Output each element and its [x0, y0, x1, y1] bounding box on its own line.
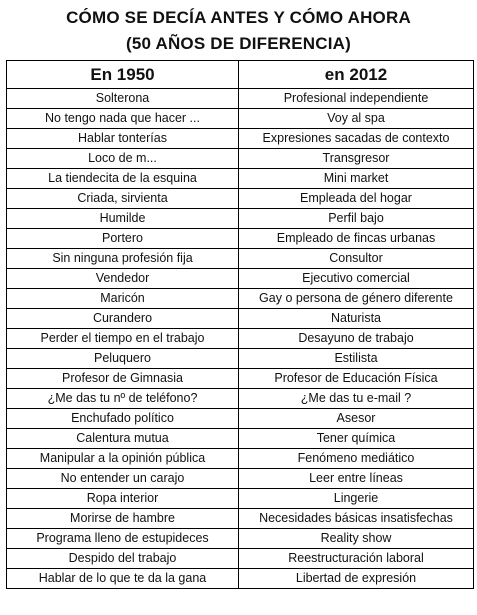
cell-1950: Criada, sirvienta: [6, 188, 239, 209]
column-header-1950: En 1950: [6, 60, 239, 89]
table-row: Vendedor Ejecutivo comercial: [6, 268, 474, 289]
cell-1950: Profesor de Gimnasia: [6, 368, 239, 389]
title-block: CÓMO SE DECÍA ANTES Y CÓMO AHORA (50 AÑO…: [0, 0, 477, 60]
cell-2012: Asesor: [238, 408, 474, 429]
table-row: No tengo nada que hacer ... Voy al spa: [6, 108, 474, 129]
cell-1950: Enchufado político: [6, 408, 239, 429]
cell-1950: Hablar de lo que te da la gana: [6, 568, 239, 589]
cell-2012: Transgresor: [238, 148, 474, 169]
cell-1950: Maricón: [6, 288, 239, 309]
cell-2012: Consultor: [238, 248, 474, 269]
page-title: CÓMO SE DECÍA ANTES Y CÓMO AHORA: [66, 8, 411, 27]
table-row: Perder el tiempo en el trabajo Desayuno d…: [6, 328, 474, 349]
cell-2012: Profesional independiente: [238, 88, 474, 109]
cell-1950: Despido del trabajo: [6, 548, 239, 569]
table-row: Morirse de hambre Necesidades básicas ins…: [6, 508, 474, 529]
cell-1950: Loco de m...: [6, 148, 239, 169]
cell-2012: ¿Me das tu e-mail ?: [238, 388, 474, 409]
cell-1950: Vendedor: [6, 268, 239, 289]
cell-1950: Curandero: [6, 308, 239, 329]
cell-1950: Hablar tonterías: [6, 128, 239, 149]
table-row: Despido del trabajo Reestructuración labo…: [6, 548, 474, 569]
table-header-row: En 1950 en 2012: [6, 60, 474, 89]
cell-1950: Portero: [6, 228, 239, 249]
table-row: Enchufado político Asesor: [6, 408, 474, 429]
comparison-table: En 1950 en 2012 Solterona Profesional ind…: [6, 60, 474, 589]
table-row: Humilde Perfil bajo: [6, 208, 474, 229]
cell-1950: No entender un carajo: [6, 468, 239, 489]
table-row: Hablar tonterías Expresiones sacadas de c…: [6, 128, 474, 149]
cell-2012: Ejecutivo comercial: [238, 268, 474, 289]
cell-2012: Tener química: [238, 428, 474, 449]
column-header-2012: en 2012: [238, 60, 474, 89]
cell-2012: Naturista: [238, 308, 474, 329]
cell-2012: Necesidades básicas insatisfechas: [238, 508, 474, 529]
cell-2012: Voy al spa: [238, 108, 474, 129]
table-row: Programa lleno de estupideces Reality sho…: [6, 528, 474, 549]
cell-1950: Ropa interior: [6, 488, 239, 509]
cell-2012: Empleado de fincas urbanas: [238, 228, 474, 249]
cell-2012: Reestructuración laboral: [238, 548, 474, 569]
cell-1950: Sin ninguna profesión fija: [6, 248, 239, 269]
cell-1950: Programa lleno de estupideces: [6, 528, 239, 549]
page-subtitle: (50 AÑOS DE DIFERENCIA): [126, 34, 351, 53]
table-body: Solterona Profesional independiente No ten…: [6, 88, 474, 589]
cell-2012: Empleada del hogar: [238, 188, 474, 209]
table-row: Calentura mutua Tener química: [6, 428, 474, 449]
cell-1950: Morirse de hambre: [6, 508, 239, 529]
cell-2012: Libertad de expresión: [238, 568, 474, 589]
cell-2012: Estilista: [238, 348, 474, 369]
table-row: No entender un carajo Leer entre líneas: [6, 468, 474, 489]
cell-1950: Manipular a la opinión pública: [6, 448, 239, 469]
table-row: Profesor de Gimnasia Profesor de Educació…: [6, 368, 474, 389]
table-row: Hablar de lo que te da la gana Libertad d…: [6, 568, 474, 589]
table-row: La tiendecita de la esquina Mini market: [6, 168, 474, 189]
table-row: Loco de m... Transgresor: [6, 148, 474, 169]
table-row: Curandero Naturista: [6, 308, 474, 329]
table-row: Criada, sirvienta Empleada del hogar: [6, 188, 474, 209]
cell-2012: Fenómeno mediático: [238, 448, 474, 469]
cell-2012: Mini market: [238, 168, 474, 189]
table-row: Peluquero Estilista: [6, 348, 474, 369]
table-row: Manipular a la opinión pública Fenómeno m…: [6, 448, 474, 469]
table-row: Maricón Gay o persona de género diferente: [6, 288, 474, 309]
cell-2012: Leer entre líneas: [238, 468, 474, 489]
table-row: Portero Empleado de fincas urbanas: [6, 228, 474, 249]
cell-2012: Lingerie: [238, 488, 474, 509]
cell-1950: Calentura mutua: [6, 428, 239, 449]
cell-2012: Perfil bajo: [238, 208, 474, 229]
cell-1950: La tiendecita de la esquina: [6, 168, 239, 189]
cell-1950: Solterona: [6, 88, 239, 109]
table-row: Solterona Profesional independiente: [6, 88, 474, 109]
cell-2012: Reality show: [238, 528, 474, 549]
cell-1950: ¿Me das tu nº de teléfono?: [6, 388, 239, 409]
cell-1950: Perder el tiempo en el trabajo: [6, 328, 239, 349]
cell-2012: Expresiones sacadas de contexto: [238, 128, 474, 149]
table-row: Ropa interior Lingerie: [6, 488, 474, 509]
cell-1950: Humilde: [6, 208, 239, 229]
table-row: ¿Me das tu nº de teléfono? ¿Me das tu e-m…: [6, 388, 474, 409]
cell-2012: Profesor de Educación Física: [238, 368, 474, 389]
cell-2012: Desayuno de trabajo: [238, 328, 474, 349]
cell-1950: Peluquero: [6, 348, 239, 369]
cell-2012: Gay o persona de género diferente: [238, 288, 474, 309]
table-row: Sin ninguna profesión fija Consultor: [6, 248, 474, 269]
cell-1950: No tengo nada que hacer ...: [6, 108, 239, 129]
